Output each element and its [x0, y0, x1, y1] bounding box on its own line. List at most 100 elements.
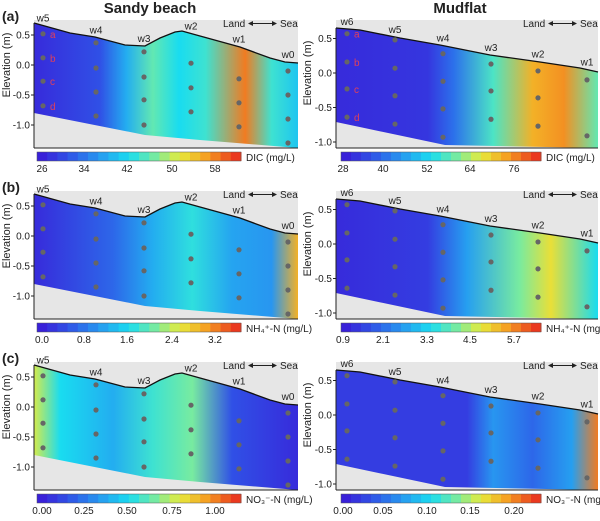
sample-point [236, 124, 242, 130]
colorbar-band [179, 152, 191, 161]
panel-label: (a) [2, 8, 19, 24]
y-axis-label: Elevation (m) [302, 212, 314, 277]
depth-label: c [354, 85, 359, 96]
sample-point [535, 465, 541, 471]
well-label: w3 [484, 385, 498, 396]
colorbar-tick-label: 40 [377, 164, 389, 175]
y-tick-label: 0.0 [318, 69, 332, 80]
sample-point [344, 202, 350, 208]
sample-point [535, 266, 541, 272]
colorbar-band [190, 494, 201, 503]
sample-point [535, 68, 541, 74]
colorbar-band [47, 323, 58, 332]
sample-point [488, 116, 494, 122]
sea-label: Sea [280, 190, 298, 201]
sample-point [141, 49, 147, 55]
colorbar-band [169, 152, 181, 161]
sample-point [40, 78, 46, 84]
colorbar-band [77, 494, 89, 503]
well-label: w1 [580, 400, 594, 411]
arrow-left-icon [248, 192, 253, 197]
colorbar-band [220, 323, 232, 332]
colorbar-band [411, 152, 422, 161]
sample-point [285, 263, 291, 269]
sample-point [488, 458, 494, 464]
sample-point [236, 271, 242, 277]
sample-point [392, 93, 398, 99]
sample-point [344, 59, 350, 65]
depth-label: c [50, 77, 55, 88]
land-label: Land [223, 19, 245, 30]
colorbar-band [451, 323, 462, 332]
well-label: w3 [137, 205, 151, 216]
sample-point [392, 435, 398, 441]
colorbar-band [210, 494, 222, 503]
sample-point [392, 65, 398, 71]
colorbar-frame [36, 151, 242, 162]
sample-point [93, 65, 99, 71]
sample-point [93, 407, 99, 413]
colorbar-label: NH₄⁺-N (mg/L) [246, 324, 312, 335]
colorbar-band [451, 494, 462, 503]
land-label: Land [223, 361, 245, 372]
sample-point [40, 397, 46, 403]
sample-point [236, 466, 242, 472]
sample-point [188, 231, 194, 237]
contour-fill [336, 199, 598, 319]
colorbar-band [401, 494, 412, 503]
colorbar-tick-label: 64 [464, 164, 476, 175]
y-tick-label: -1.0 [13, 463, 31, 474]
colorbar-band [501, 494, 512, 503]
sample-point [188, 427, 194, 433]
contour-fill [34, 194, 298, 319]
sample-point [584, 133, 590, 139]
colorbar-label: NO₃⁻-N (mg/L) [246, 495, 313, 506]
colorbar-band [491, 323, 502, 332]
colorbar-band [169, 323, 181, 332]
depth-label: d [50, 102, 56, 113]
sample-point [344, 86, 350, 92]
arrow-right-icon [572, 21, 577, 26]
well-label: w3 [484, 214, 498, 225]
colorbar-tick-label: 0.9 [336, 335, 350, 346]
well-label: w1 [580, 58, 594, 69]
colorbar-band [47, 152, 58, 161]
colorbar-tick-label: 3.3 [420, 335, 434, 346]
sample-point [535, 95, 541, 101]
sample-point [392, 463, 398, 469]
colorbar-tick-label: 0.0 [35, 335, 49, 346]
colorbar-band [77, 152, 89, 161]
sample-point [93, 113, 99, 119]
sea-label: Sea [280, 19, 298, 30]
sample-point [392, 407, 398, 413]
y-tick-label: -0.5 [13, 262, 31, 273]
colorbar-band [461, 494, 472, 503]
colorbar-tick-label: 52 [421, 164, 433, 175]
sample-point [344, 230, 350, 236]
colorbar-band [139, 494, 150, 503]
colorbar-band [88, 323, 99, 332]
sample-point [40, 445, 46, 451]
colorbar-band [118, 152, 130, 161]
colorbar-band [200, 494, 211, 503]
y-tick-label: -1.0 [315, 480, 333, 491]
colorbar-band [471, 494, 482, 503]
well-label: w5 [388, 367, 402, 378]
colorbar-tick-label: 0.20 [504, 506, 524, 516]
colorbar-band [461, 152, 472, 161]
colorbar-tick-label: 58 [209, 164, 221, 175]
colorbar-label: DIC (mg/L) [246, 153, 295, 164]
colorbar-band [88, 152, 99, 161]
sample-point [141, 122, 147, 128]
well-label: w0 [281, 392, 295, 403]
colorbar-band [371, 494, 382, 503]
colorbar-band [220, 152, 232, 161]
colorbar-band [511, 152, 522, 161]
land-label: Land [523, 19, 545, 30]
sample-point [488, 403, 494, 409]
y-tick-label: 0.0 [318, 411, 332, 422]
y-axis-label: Elevation (m) [1, 204, 13, 269]
well-label: w0 [281, 50, 295, 61]
